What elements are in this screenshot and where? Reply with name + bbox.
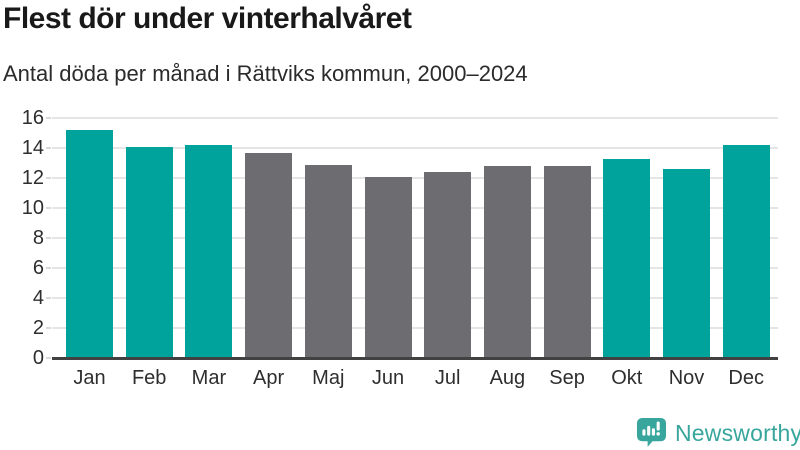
chart-subtitle: Antal döda per månad i Rättviks kommun, … [3,61,528,86]
bar-jun [364,176,412,358]
bar-okt [603,158,651,358]
x-axis-label-jan: Jan [73,367,106,389]
x-axis-label-feb: Feb [131,367,167,389]
bar-feb [125,146,173,358]
bar-jan [66,130,113,358]
y-axis-tick-mark-8 [46,237,51,239]
y-axis-tick-mark-4 [46,297,51,299]
x-axis-label-sep: Sep [549,367,585,389]
gridline-6 [52,267,778,269]
y-axis-tick-label-14: 14 [21,137,44,159]
y-axis-tick-label-8: 8 [32,227,44,249]
y-axis-tick-label-2: 2 [32,317,44,339]
newsworthy-logo[interactable]: Newsworthy [636,417,800,449]
bar-jul [424,172,472,358]
y-axis-tick-mark-14 [46,147,51,149]
bar-aug [483,166,531,358]
bar-maj [304,164,352,358]
x-axis-label-apr: Apr [253,367,285,389]
y-axis-tick-mark-10 [46,207,51,209]
bar-apr [245,152,293,358]
x-axis-label-jun: Jun [371,367,405,389]
newsworthy-wordmark: Newsworthy [675,419,800,446]
gridline-8 [52,237,778,239]
y-axis-tick-label-16: 16 [21,107,44,129]
y-axis-tick-mark-6 [46,267,51,269]
gridline-16 [52,117,778,119]
gridline-2 [52,327,778,329]
gridline-12 [52,177,778,179]
gridline-4 [52,297,778,299]
bar-sep [543,166,591,358]
y-axis-tick-mark-12 [46,177,51,179]
x-axis-baseline [52,357,778,360]
y-axis-tick-label-4: 4 [32,287,44,309]
plot-area [52,117,778,360]
newsworthy-bubble-barchart-icon [636,417,667,449]
gridline-10 [52,207,778,209]
bar-mar [185,145,233,358]
y-axis-tick-label-10: 10 [21,197,44,219]
y-axis-tick-mark-0 [46,357,51,359]
x-axis-label-mar: Mar [191,367,227,389]
x-axis-label-aug: Aug [489,367,526,389]
y-axis-tick-label-6: 6 [32,257,44,279]
chart-title: Flest dör under vinterhalvåret [3,2,412,35]
x-axis-label-maj: Maj [312,367,345,389]
y-axis-tick-mark-16 [46,117,51,119]
gridline-14 [52,147,778,149]
y-axis-tick-mark-2 [46,327,51,329]
x-axis-label-nov: Nov [668,367,705,389]
bar-dec [722,145,770,358]
x-axis-label-okt: Okt [611,367,643,389]
bar-nov [663,169,710,358]
x-axis-label-jul: Jul [434,367,461,389]
y-axis-tick-label-12: 12 [21,167,44,189]
y-axis-tick-label-0: 0 [32,347,44,369]
x-axis-label-dec: Dec [728,367,764,389]
